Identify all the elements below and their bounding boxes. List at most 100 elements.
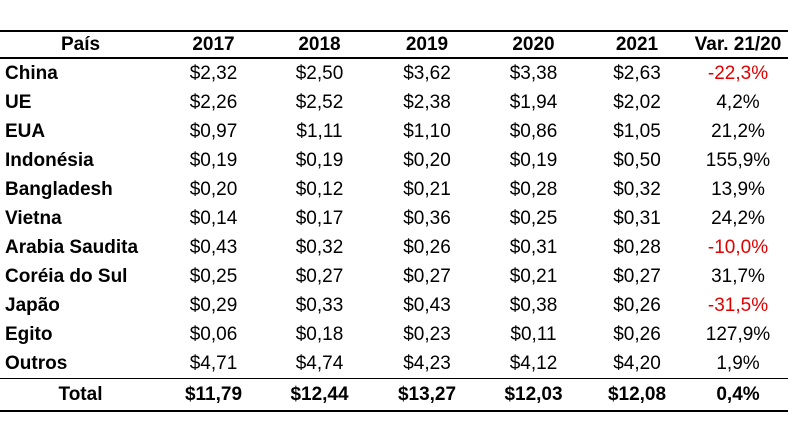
value-cell: $3,62: [403, 62, 451, 84]
variation-cell: 21,2%: [711, 120, 765, 142]
value-cell: $2,02: [613, 91, 661, 113]
value-cell: $1,94: [509, 91, 558, 113]
country-name: UE: [5, 91, 32, 113]
table-row: Coréia do Sul $0,25 $0,27 $0,27 $0,21 $0,27 31…: [0, 262, 788, 291]
value-cell: $0,50: [613, 149, 661, 171]
value-cell: $4,71: [189, 352, 238, 374]
value-cell: $2,38: [403, 91, 451, 113]
value-cell: $0,43: [403, 294, 451, 316]
value-cell: $0,27: [613, 265, 661, 287]
column-header-2020: 2020: [512, 33, 555, 55]
country-name: Coréia do Sul: [5, 265, 128, 287]
value-cell: $0,86: [509, 120, 558, 142]
total-label: Total: [58, 383, 103, 405]
value-cell: $0,21: [509, 265, 558, 287]
column-header-variation: Var. 21/20: [694, 33, 782, 55]
value-cell: $13,27: [397, 383, 457, 405]
table-row: Indonésia $0,19 $0,19 $0,20 $0,19 $0,50 155,9%: [0, 146, 788, 175]
value-cell: $0,43: [189, 236, 238, 258]
column-header-country: País: [60, 33, 101, 55]
value-cell: $0,20: [189, 178, 238, 200]
country-name: Arabia Saudita: [5, 236, 139, 258]
country-values-table: País 2017 2018 2019 2020 2021 Var. 21/20…: [0, 30, 788, 412]
variation-cell: 4,2%: [716, 91, 760, 113]
column-header-2021: 2021: [615, 33, 659, 55]
table-row: Outros $4,71 $4,74 $4,23 $4,12 $4,20 1,9%: [0, 349, 788, 379]
value-cell: $0,28: [509, 178, 558, 200]
value-cell: $0,28: [613, 236, 661, 258]
value-cell: $12,03: [504, 383, 563, 405]
table-row: Vietna $0,14 $0,17 $0,36 $0,25 $0,31 24,2%: [0, 204, 788, 233]
value-cell: $0,32: [295, 236, 344, 258]
value-cell: $2,32: [189, 62, 238, 84]
table-row: China $2,32 $2,50 $3,62 $3,38 $2,63 -22,3%: [0, 58, 788, 88]
value-cell: $4,20: [613, 352, 661, 374]
column-header-2019: 2019: [405, 33, 449, 55]
country-name: Outros: [5, 352, 68, 374]
value-cell: $3,38: [509, 62, 558, 84]
value-cell: $0,97: [189, 120, 238, 142]
value-cell: $12,44: [290, 383, 349, 405]
value-cell: $0,17: [295, 207, 344, 229]
value-cell: $0,25: [189, 265, 238, 287]
table-row: Japão $0,29 $0,33 $0,43 $0,38 $0,26 -31,5%: [0, 291, 788, 320]
value-cell: $0,19: [509, 149, 558, 171]
value-cell: $0,26: [613, 294, 661, 316]
value-cell: $1,05: [613, 120, 661, 142]
variation-cell: 0,4%: [716, 383, 760, 405]
value-cell: $12,08: [607, 383, 667, 405]
value-cell: $0,26: [403, 236, 451, 258]
country-name: Vietna: [5, 207, 62, 229]
value-cell: $4,23: [403, 352, 451, 374]
value-cell: $0,06: [189, 323, 238, 345]
variation-cell: -22,3%: [707, 62, 769, 84]
value-cell: $0,12: [295, 178, 344, 200]
table-body: China $2,32 $2,50 $3,62 $3,38 $2,63 -22,3% UE $2…: [0, 58, 788, 411]
value-cell: $2,63: [613, 62, 661, 84]
value-cell: $11,79: [184, 383, 243, 405]
table-row: Bangladesh $0,20 $0,12 $0,21 $0,28 $0,32 13,9%: [0, 175, 788, 204]
value-cell: $0,33: [295, 294, 344, 316]
value-cell: $0,18: [295, 323, 344, 345]
value-cell: $0,11: [510, 323, 557, 345]
variation-cell: 13,9%: [711, 178, 765, 200]
value-cell: $0,25: [509, 207, 558, 229]
column-header-2017: 2017: [192, 33, 235, 55]
value-cell: $4,74: [295, 352, 344, 374]
country-name: China: [5, 62, 58, 84]
variation-cell: -10,0%: [707, 236, 769, 258]
variation-cell: 155,9%: [705, 149, 771, 171]
header-row: País 2017 2018 2019 2020 2021 Var. 21/20: [0, 31, 788, 58]
value-cell: $0,36: [403, 207, 451, 229]
table-row: Arabia Saudita $0,43 $0,32 $0,26 $0,31 $0,28 -…: [0, 233, 788, 262]
variation-cell: 31,7%: [711, 265, 765, 287]
value-cell: $2,26: [189, 91, 238, 113]
value-cell: $0,14: [189, 207, 238, 229]
country-name: Egito: [5, 323, 53, 345]
variation-cell: 1,9%: [716, 352, 760, 374]
value-cell: $2,52: [295, 91, 344, 113]
value-cell: $0,32: [613, 178, 661, 200]
value-cell: $1,11: [296, 120, 343, 142]
value-cell: $0,38: [509, 294, 558, 316]
country-name: Bangladesh: [5, 178, 113, 200]
variation-cell: 127,9%: [705, 323, 771, 345]
value-cell: $0,31: [613, 207, 661, 229]
total-row: Total $11,79 $12,44 $13,27 $12,03 $12,08 0,4%: [0, 378, 788, 412]
table-row: EUA $0,97 $1,11 $1,10 $0,86 $1,05 21,2%: [0, 117, 788, 146]
table-row: UE $2,26 $2,52 $2,38 $1,94 $2,02 4,2%: [0, 88, 788, 117]
country-name: Indonésia: [5, 149, 94, 171]
value-cell: $0,26: [613, 323, 661, 345]
country-name: Japão: [5, 294, 60, 316]
value-cell: $0,29: [189, 294, 238, 316]
column-header-2018: 2018: [298, 33, 341, 55]
value-cell: $0,27: [403, 265, 451, 287]
value-cell: $0,19: [295, 149, 344, 171]
variation-cell: -31,5%: [707, 294, 769, 316]
value-cell: $2,50: [295, 62, 344, 84]
value-cell: $0,21: [403, 178, 451, 200]
variation-cell: 24,2%: [711, 207, 765, 229]
value-cell: $0,19: [189, 149, 238, 171]
value-cell: $0,27: [295, 265, 344, 287]
